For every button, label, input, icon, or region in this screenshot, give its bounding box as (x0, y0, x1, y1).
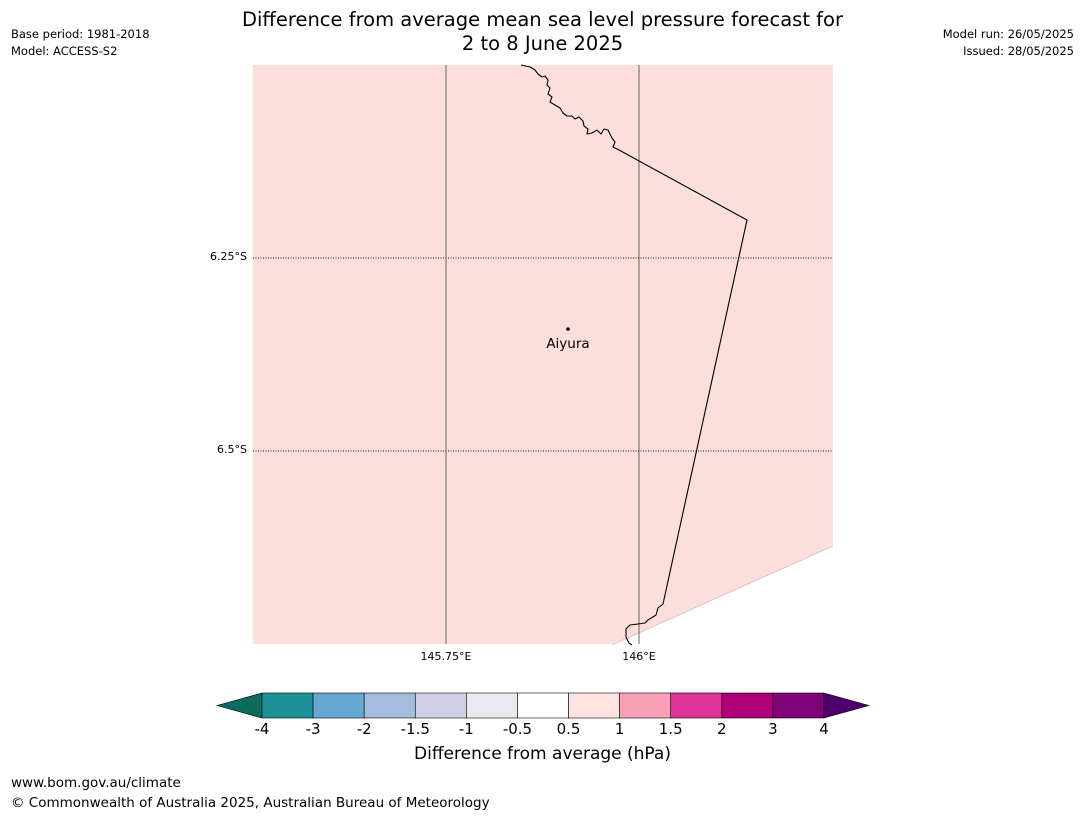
title-line-2: 2 to 8 June 2025 (461, 32, 624, 55)
colorbar-tick-label: 3 (768, 720, 778, 738)
lat-label-6-25: 6.25°S (210, 250, 247, 263)
colorbar-tick-label: -1.5 (400, 720, 430, 738)
colorbar-tick-label: -3 (305, 720, 321, 738)
footer-url: www.bom.gov.au/climate (11, 775, 181, 791)
colorbar-bin (772, 692, 825, 719)
place-label-aiyura: Aiyura (546, 336, 590, 352)
colorbar-tick-label: -1 (458, 720, 474, 738)
colorbar-bin (261, 692, 314, 719)
colorbar-tick-label: 2 (717, 720, 727, 738)
colorbar-bin (363, 692, 416, 719)
colorbar-bin (670, 692, 723, 719)
aiyura-marker (566, 327, 570, 331)
colorbar-tick-label: -4 (254, 720, 270, 738)
colorbar-tick-label: 0.5 (556, 720, 581, 738)
map-background (253, 65, 833, 644)
domain-edge (611, 545, 834, 646)
footer-copyright: © Commonwealth of Australia 2025, Austra… (11, 795, 490, 811)
lon-label-146: 146°E (622, 650, 656, 663)
colorbar-label: Difference from average (hPa) (414, 744, 671, 764)
colorbar-bin (466, 692, 518, 719)
province-boundary (520, 64, 748, 646)
model-run-text: Model run: 26/05/2025 (942, 27, 1074, 41)
lat-label-6-5: 6.5°S (217, 443, 247, 456)
colorbar (215, 692, 871, 719)
colorbar-bin (312, 692, 365, 719)
colorbar-tick-label: 4 (819, 720, 829, 738)
base-period-text: Base period: 1981-2018 (11, 27, 150, 41)
model-text: Model: ACCESS-S2 (11, 44, 118, 58)
colorbar-under-arrow (215, 692, 263, 719)
colorbar-bin (517, 692, 569, 719)
issued-text: Issued: 28/05/2025 (963, 44, 1074, 58)
colorbar-tick-label: 1 (614, 720, 625, 738)
colorbar-tick-label: -0.5 (502, 720, 533, 738)
colorbar-bin (721, 692, 774, 719)
colorbar-bin (619, 692, 672, 719)
lon-label-145-75: 145.75°E (420, 650, 472, 663)
title-line-1: Difference from average mean sea level p… (242, 8, 843, 31)
map-panel (253, 64, 834, 646)
colorbar-tick-label: -2 (356, 720, 372, 738)
chart-title: Difference from average mean sea level p… (0, 8, 1085, 56)
meta-left: Base period: 1981-2018 Model: ACCESS-S2 (11, 26, 150, 60)
colorbar-tick-label: 1.5 (658, 720, 683, 738)
colorbar-bin (568, 692, 620, 719)
colorbar-bin (414, 692, 467, 719)
meta-right: Model run: 26/05/2025 Issued: 28/05/2025 (943, 26, 1074, 60)
colorbar-over-arrow (823, 692, 871, 719)
